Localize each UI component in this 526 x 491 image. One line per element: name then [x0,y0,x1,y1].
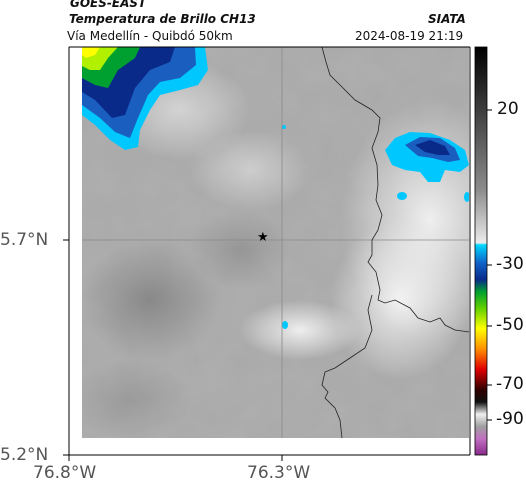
lon-tick-label: 76.8°W [33,463,97,483]
colorbar-tick-label: -90 [496,409,524,429]
cloud-pixel [282,321,288,329]
cloud-pixel [282,125,286,129]
colorbar-tick-label: -30 [496,254,524,274]
colorbar-tick-label: 20 [497,99,519,119]
colorbar-tick-label: -50 [496,315,524,335]
product-title: Temperatura de Brillo CH13 [69,12,256,26]
border-line [321,294,373,438]
lat-tick-label: 5.2°N [0,445,49,465]
colorbar-tick-label: -70 [496,374,524,394]
border-line [321,47,469,333]
agency-label: SIATA [428,12,466,26]
satellite-image [82,47,469,438]
route-subtitle: Vía Medellín - Quibdó 50km [67,29,233,43]
lon-tick-label: 76.3°W [247,463,311,483]
datetime-label: 2024-08-19 21:19 [355,29,464,43]
storm-cell-northwest [82,47,208,150]
storm-cell-east [385,132,469,202]
star-marker: ★ [257,230,269,245]
colorbar [474,46,488,456]
satellite-title: GOES-EAST [70,0,147,10]
lat-tick-label: 5.7°N [0,230,49,250]
